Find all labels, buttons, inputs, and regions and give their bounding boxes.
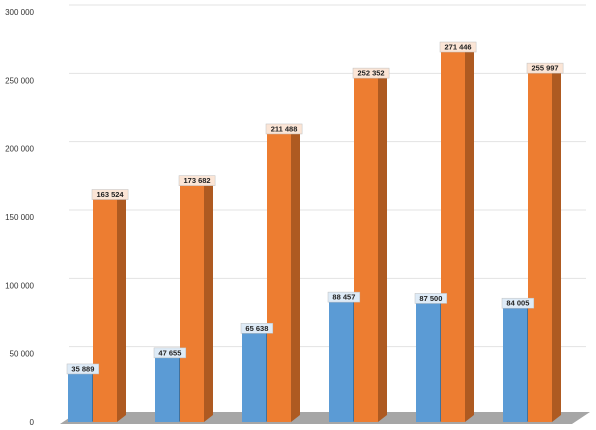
bar-front <box>180 184 204 422</box>
bar-side <box>552 65 561 422</box>
data-label-series1: 35 889 <box>66 363 100 375</box>
data-label-box <box>91 189 129 200</box>
bar-side <box>378 70 387 423</box>
bar-front <box>68 372 92 422</box>
bar-front <box>242 332 266 422</box>
bar-series2 <box>441 44 474 422</box>
data-label-text: 65 638 <box>245 324 268 333</box>
data-label-box <box>352 67 390 79</box>
bar-side <box>117 191 126 422</box>
data-label-box <box>66 363 100 375</box>
data-label-series1: 88 457 <box>327 291 361 303</box>
data-label-text: 35 889 <box>71 364 94 373</box>
data-label-series2: 255 997 <box>526 62 564 74</box>
data-label-box <box>501 297 535 309</box>
bar-front <box>354 77 378 423</box>
data-label-series2: 211 488 <box>265 123 303 135</box>
bar-side <box>465 44 474 422</box>
data-label-box <box>178 175 216 186</box>
data-label-text: 88 457 <box>332 293 355 302</box>
y-tick-label: 50 000 <box>10 350 35 359</box>
data-label-series1: 47 655 <box>153 347 187 359</box>
data-label-series1: 65 638 <box>240 323 274 334</box>
data-label-box <box>327 291 361 303</box>
bar-front <box>528 72 552 422</box>
data-label-text: 271 446 <box>444 43 471 52</box>
y-axis: 0 50 000 100 000 150 000 200 000 250 000 300 0… <box>5 8 34 427</box>
data-label-text: 173 682 <box>183 176 210 185</box>
data-label-text: 255 997 <box>531 64 558 73</box>
data-label-text: 84 005 <box>506 299 529 308</box>
data-label-series1: 87 500 <box>414 293 448 304</box>
data-label-text: 211 488 <box>271 124 298 133</box>
bar-series2 <box>528 65 561 422</box>
bar-front <box>503 307 527 422</box>
gridlines <box>69 4 586 348</box>
y-tick-label: 150 000 <box>5 213 34 222</box>
data-label-box <box>240 323 274 334</box>
data-label-series2: 252 352 <box>352 67 390 79</box>
y-tick-label: 250 000 <box>5 76 34 85</box>
data-label-series1: 84 005 <box>501 297 535 309</box>
bar-series2 <box>180 177 213 422</box>
data-label-text: 47 655 <box>158 348 181 357</box>
y-tick-label: 300 000 <box>5 8 34 17</box>
bar-front <box>329 301 353 422</box>
data-label-series2: 271 446 <box>439 41 477 53</box>
bar-front <box>416 302 440 422</box>
bar-front <box>441 51 465 422</box>
data-label-text: 252 352 <box>357 69 384 78</box>
data-label-box <box>439 41 477 53</box>
data-label-box <box>414 293 448 304</box>
data-labels: 35 889 163 524 47 655 173 682 65 638 211 488 8… <box>66 41 564 375</box>
bar-series2 <box>93 191 126 422</box>
bars <box>68 44 561 423</box>
data-label-series2: 163 524 <box>91 189 129 200</box>
bar-front <box>93 198 117 422</box>
bar-series2 <box>354 70 387 423</box>
data-label-box <box>526 62 564 74</box>
y-tick-label: 0 <box>30 418 35 427</box>
data-label-text: 163 524 <box>96 190 124 199</box>
bar-front <box>155 356 179 422</box>
data-label-box <box>153 347 187 359</box>
bar-front <box>267 132 291 422</box>
bar-side <box>204 177 213 422</box>
data-label-text: 87 500 <box>419 294 442 303</box>
y-tick-label: 200 000 <box>5 145 34 154</box>
bar-side <box>291 125 300 422</box>
bar-series2 <box>267 125 300 422</box>
y-tick-label: 100 000 <box>5 281 34 290</box>
data-label-box <box>265 123 303 135</box>
data-label-series2: 173 682 <box>178 175 216 186</box>
